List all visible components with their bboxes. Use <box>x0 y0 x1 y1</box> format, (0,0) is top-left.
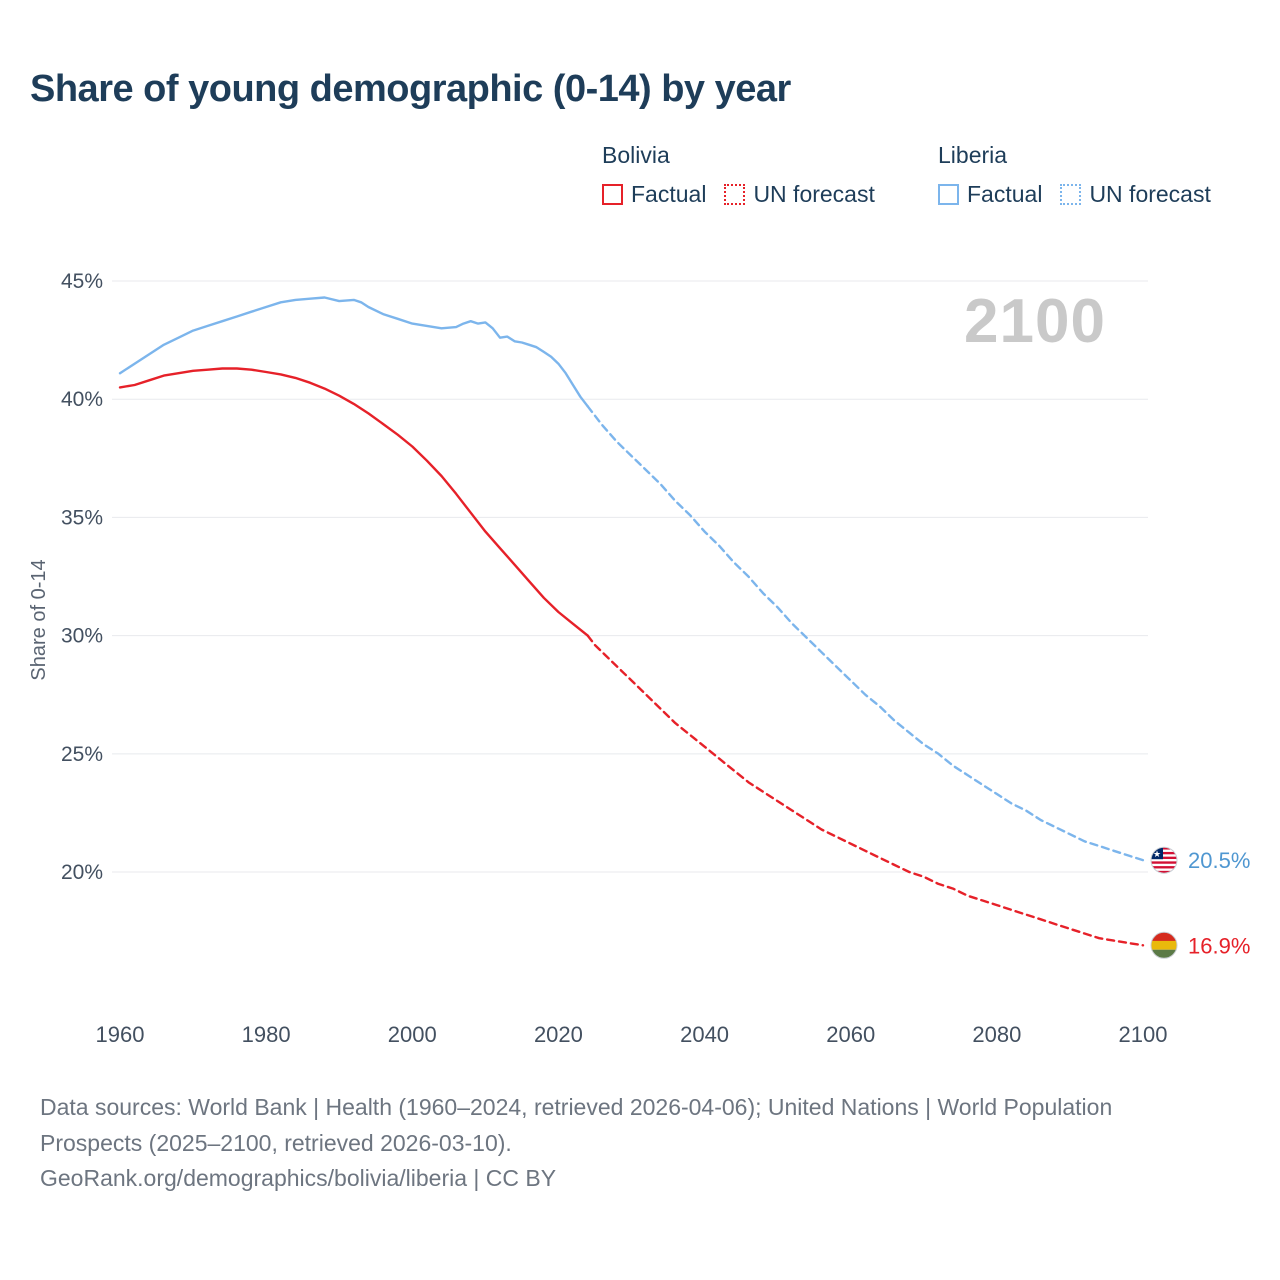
legend-item-bolivia-forecast[interactable]: UN forecast <box>724 181 875 208</box>
x-tick-label: 2000 <box>388 1022 437 1047</box>
end-value-label: 20.5% <box>1188 848 1250 873</box>
y-tick-label: 40% <box>61 388 103 411</box>
bolivia-flag-icon <box>1151 932 1177 959</box>
x-tick-label: 1980 <box>242 1022 291 1047</box>
y-tick-label: 20% <box>61 861 103 884</box>
chart-area: 20% 25% 30% 35% 40% 45% 1960 1980 2000 2020 2040 20… <box>0 230 1280 1070</box>
series-line <box>586 634 1145 947</box>
y-tick-label: 35% <box>61 506 103 529</box>
y-tick-label: 30% <box>61 625 103 648</box>
series-line <box>118 296 589 408</box>
legend-group-liberia: Liberia Factual UN forecast <box>938 142 1211 208</box>
legend-country-liberia: Liberia <box>938 142 1008 168</box>
x-tick-label: 1960 <box>96 1022 145 1047</box>
x-tick-label: 2040 <box>680 1022 729 1047</box>
legend-items-bolivia: Factual UN forecast <box>602 181 875 208</box>
y-tick-label: 25% <box>61 743 103 766</box>
x-tick-label: 2060 <box>826 1022 875 1047</box>
data-sources-note: Data sources: World Bank | Health (1960–… <box>40 1090 1140 1197</box>
bolivia-forecast-swatch-icon <box>724 184 746 205</box>
bolivia-factual-swatch-icon <box>602 184 623 205</box>
legend-items-liberia: Factual UN forecast <box>938 181 1211 208</box>
legend-item-label: UN forecast <box>753 181 875 207</box>
legend-country-bolivia: Bolivia <box>602 142 670 168</box>
legend-item-bolivia-factual[interactable]: Factual <box>602 181 706 208</box>
legend-item-liberia-forecast[interactable]: UN forecast <box>1060 181 1211 208</box>
legend-item-liberia-factual[interactable]: Factual <box>938 181 1042 208</box>
series-line <box>118 367 589 637</box>
legend: Bolivia Factual UN forecast Liberia Fact… <box>0 142 1280 222</box>
watermark-year: 2100 <box>964 287 1106 356</box>
page-title: Share of young demographic (0-14) by yea… <box>30 68 791 110</box>
series-line <box>586 405 1145 862</box>
y-axis-title: Share of 0-14 <box>28 559 50 680</box>
liberia-forecast-swatch-icon <box>1060 184 1082 205</box>
legend-item-label: UN forecast <box>1089 181 1211 207</box>
line-chart: 20% 25% 30% 35% 40% 45% 1960 1980 2000 2020 2040 20… <box>28 270 1250 1047</box>
legend-item-label: Factual <box>967 181 1043 207</box>
footer-attribution-line[interactable]: GeoRank.org/demographics/bolivia/liberia… <box>40 1165 557 1192</box>
footer-sources-line: Data sources: World Bank | Health (1960–… <box>40 1094 1113 1156</box>
legend-item-label: Factual <box>631 181 707 207</box>
x-tick-label: 2080 <box>972 1022 1021 1047</box>
y-tick-label: 45% <box>61 270 103 293</box>
liberia-factual-swatch-icon <box>938 184 959 205</box>
end-marker-liberia: ★ 20.5% <box>1150 846 1250 874</box>
end-marker-bolivia: 16.9% <box>1150 931 1250 959</box>
x-tick-label: 2100 <box>1119 1022 1168 1047</box>
legend-group-bolivia: Bolivia Factual UN forecast <box>602 142 875 208</box>
x-tick-label: 2020 <box>534 1022 583 1047</box>
end-value-label: 16.9% <box>1188 933 1250 958</box>
svg-text:★: ★ <box>1153 849 1161 859</box>
